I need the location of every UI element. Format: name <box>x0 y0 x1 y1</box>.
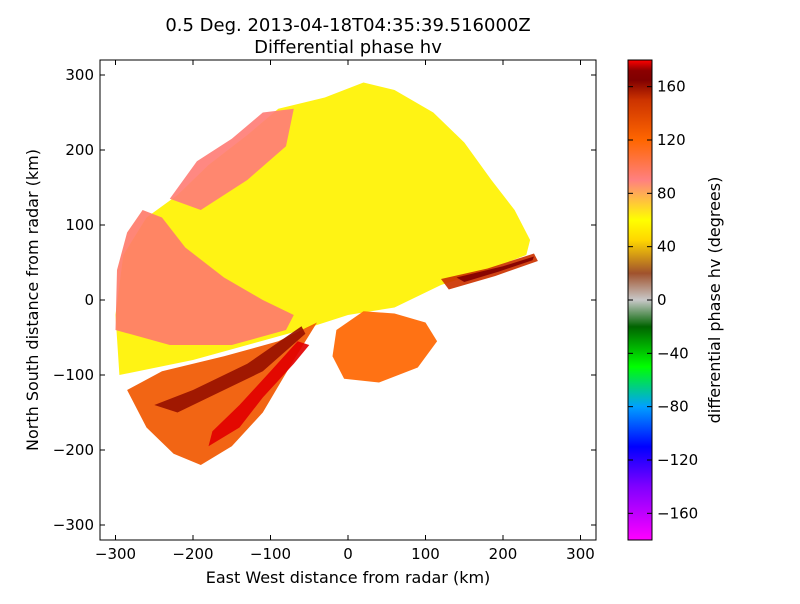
plot-area: −300 −200 −100 0 100 200 300 −300 −200 −100 0 100 2… <box>53 59 597 563</box>
echo-region-se-cluster <box>332 311 438 383</box>
x-tick-label-300: 300 <box>566 545 595 563</box>
echo-region-south-ray-dark <box>154 326 306 413</box>
chart-title-line2: Differential phase hv <box>254 37 442 58</box>
colorbar-tick-label-40: 40 <box>657 238 676 256</box>
y-tick-label--100: −100 <box>53 366 94 384</box>
x-tick-label-200: 200 <box>489 545 518 563</box>
x-tick-label-0: 0 <box>343 545 353 563</box>
colorbar-tick-label--160: −160 <box>657 504 698 522</box>
x-axis-ticks: −300 −200 −100 0 100 200 300 <box>95 60 595 563</box>
colorbar-ticks: 160 120 80 40 0 −40 −80 −120 −160 <box>628 78 698 522</box>
echo-region-north-pink <box>169 108 294 210</box>
x-tick-label--200: −200 <box>172 545 213 563</box>
colorbar-tick-label-80: 80 <box>657 184 676 202</box>
x-axis-label: East West distance from radar (km) <box>206 568 491 587</box>
y-axis-label: North South distance from radar (km) <box>23 149 42 451</box>
y-tick-label--200: −200 <box>53 441 94 459</box>
echo-layer <box>115 82 538 465</box>
x-tick-label--100: −100 <box>250 545 291 563</box>
y-tick-label-300: 300 <box>65 66 94 84</box>
colorbar-label: differential phase hv (degrees) <box>705 177 724 424</box>
y-axis-ticks: −300 −200 −100 0 100 200 300 <box>53 66 596 534</box>
y-tick-label--300: −300 <box>53 516 94 534</box>
chart-title-line1: 0.5 Deg. 2013-04-18T04:35:39.516000Z <box>165 15 530 36</box>
y-tick-label-0: 0 <box>84 291 94 309</box>
colorbar-tick-label-0: 0 <box>657 291 667 309</box>
colorbar-tick-label--120: −120 <box>657 451 698 469</box>
y-tick-label-100: 100 <box>65 216 94 234</box>
echo-region-east-band-dark <box>456 256 534 282</box>
y-tick-label-200: 200 <box>65 141 94 159</box>
colorbar-tick-label-120: 120 <box>657 131 686 149</box>
colorbar-tick-label-160: 160 <box>657 78 686 96</box>
colorbar: 160 120 80 40 0 −40 −80 −120 −160 differential p… <box>627 59 724 541</box>
echo-region-south-ray-red <box>208 341 310 447</box>
colorbar-tick-label--40: −40 <box>657 344 689 362</box>
echo-region-west-pink <box>115 210 294 345</box>
x-tick-label--300: −300 <box>95 545 136 563</box>
colorbar-tick-label--80: −80 <box>657 398 689 416</box>
x-tick-label-100: 100 <box>411 545 440 563</box>
